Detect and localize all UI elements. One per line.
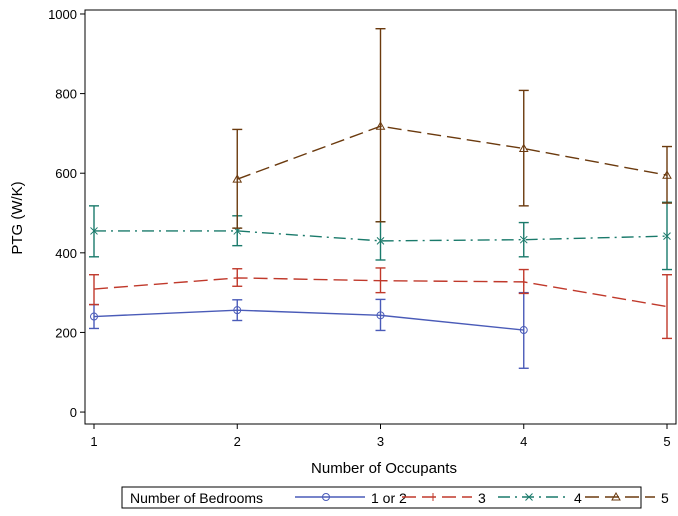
y-tick-label: 400 [55, 246, 77, 261]
x-tick-label: 1 [90, 434, 97, 449]
y-axis: 0 200 400 600 800 1000 [48, 7, 85, 420]
data-point-marker [232, 174, 243, 183]
y-tick-label: 200 [55, 325, 77, 340]
data-point-marker [375, 121, 386, 130]
series-line [237, 125, 668, 180]
data-point-marker [611, 491, 621, 501]
data-point-marker [519, 326, 528, 335]
data-point-marker [525, 493, 533, 501]
data-point-marker [90, 227, 98, 235]
plot-series [89, 28, 672, 369]
legend-title: Number of Bedrooms [130, 490, 263, 506]
data-point-marker [519, 235, 528, 244]
y-tick-label: 0 [70, 405, 77, 420]
data-point-marker [376, 237, 385, 245]
data-point-marker [376, 311, 385, 320]
data-point-marker [518, 143, 529, 153]
data-point-marker [233, 306, 242, 315]
y-tick-label: 600 [55, 166, 77, 181]
legend-label: 3 [478, 490, 486, 506]
legend-box [121, 486, 642, 509]
x-tick-label: 3 [377, 434, 384, 449]
series-1-or-2 [89, 291, 529, 369]
data-point-marker [662, 170, 672, 179]
legend-label: 5 [661, 490, 669, 506]
series-5 [232, 28, 672, 229]
x-axis-label: Number of Occupants [311, 460, 457, 477]
data-point-marker [90, 312, 98, 321]
x-tick-label: 4 [520, 434, 527, 449]
series-line [93, 309, 524, 331]
y-axis-label: PTG (W/K) [9, 181, 26, 254]
x-tick-label: 5 [663, 434, 670, 449]
legend-label: 4 [574, 490, 582, 506]
x-axis: 1 2 3 4 5 [90, 424, 671, 449]
y-tick-label: 800 [55, 87, 77, 102]
y-tick-label: 1000 [48, 7, 77, 22]
legend-label: 1 or 2 [371, 490, 407, 506]
series-4 [89, 201, 672, 271]
data-point-marker [322, 493, 330, 501]
x-tick-label: 2 [234, 434, 241, 449]
series-3 [89, 267, 672, 340]
legend: Number of Bedrooms 1 or 2 3 4 5 [121, 486, 669, 509]
data-point-marker [663, 232, 671, 240]
